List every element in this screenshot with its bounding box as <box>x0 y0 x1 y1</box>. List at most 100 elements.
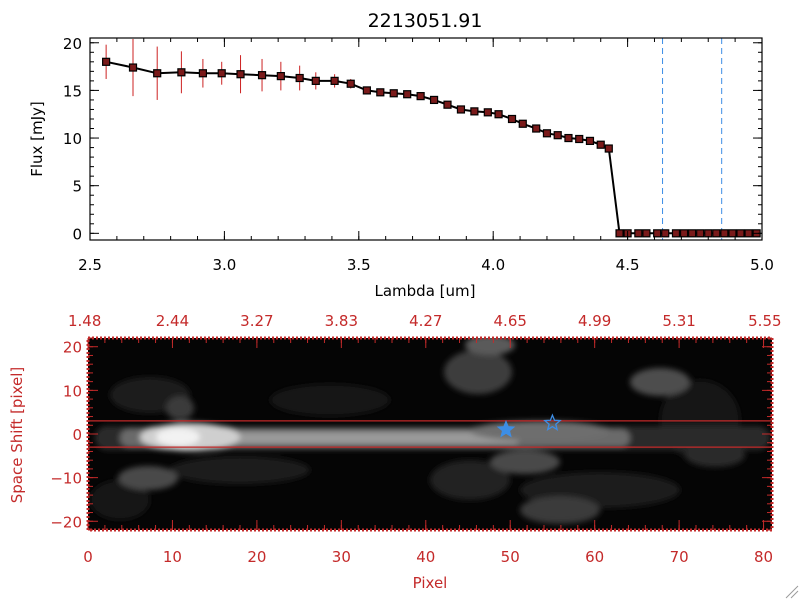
data-point <box>443 100 452 109</box>
data-point <box>518 119 527 128</box>
data-point <box>276 72 285 81</box>
star-icon-outline <box>543 413 562 432</box>
y-tick-label: 20 <box>63 35 82 53</box>
spectrum-image: 0 10 20 30 40 50 60 70 80 1.48 2.44 3.27 3.83 4.27 4.… <box>8 312 782 592</box>
data-point <box>604 144 613 153</box>
pixel-tick-label: 60 <box>585 548 604 566</box>
shift-tick-label: −10 <box>50 470 82 488</box>
x-tick-label: 4.5 <box>616 256 640 274</box>
x-tick-label: 5.0 <box>750 256 774 274</box>
y-tick-label: 10 <box>63 130 82 148</box>
data-point <box>128 63 138 72</box>
data-point <box>596 140 605 149</box>
data-point <box>470 107 479 116</box>
data-point <box>416 92 425 101</box>
pixel-tick-label: 20 <box>247 548 266 566</box>
pixel-tick-label: 50 <box>501 548 520 566</box>
wavelength-tick-label: 3.83 <box>325 312 358 330</box>
data-point <box>688 229 697 238</box>
data-point <box>575 134 584 144</box>
pixel-axis-label: Pixel <box>413 574 448 592</box>
data-point <box>507 114 517 124</box>
data-point <box>712 229 721 238</box>
data-point <box>564 133 573 143</box>
series-line <box>105 60 757 235</box>
data-point <box>330 76 339 85</box>
data-point <box>362 86 371 95</box>
data-point <box>102 57 111 66</box>
star-icon-filled <box>496 419 516 438</box>
y-tick-label: 0 <box>72 225 82 243</box>
chart-title: 2213051.91 <box>368 10 483 32</box>
data-points <box>102 57 761 238</box>
data-point <box>704 229 713 238</box>
pixel-tick-label: 10 <box>163 548 182 566</box>
x-tick-label: 4.0 <box>481 256 505 274</box>
pixel-tick-label: 80 <box>754 548 773 566</box>
data-point <box>236 70 245 79</box>
data-point <box>661 229 670 238</box>
wavelength-top-axis-ticks: 1.48 2.44 3.27 3.83 4.27 4.65 4.99 5.31 5.55 <box>68 312 782 348</box>
x-tick-label: 3.5 <box>347 256 371 274</box>
space-shift-axis-ticks: −20 −10 0 10 20 <box>50 337 772 531</box>
pixel-tick-label: 0 <box>83 548 93 566</box>
image-background <box>88 338 772 530</box>
data-point <box>389 89 398 98</box>
data-point <box>403 90 412 99</box>
data-point <box>728 229 737 238</box>
y-axis-ticks: 0 5 10 15 20 <box>63 35 762 243</box>
wavelength-tick-label: 3.27 <box>240 312 273 330</box>
pixel-tick-label: 40 <box>416 548 435 566</box>
shift-tick-label: −20 <box>50 513 82 531</box>
data-point <box>553 131 562 140</box>
shift-tick-label: 20 <box>63 339 82 357</box>
data-point <box>177 68 186 77</box>
y-axis-label: Flux [mJy] <box>28 101 46 177</box>
pixel-tick-label: 30 <box>332 548 351 566</box>
pixel-axis-ticks: 0 10 20 30 40 50 60 70 80 <box>83 520 773 566</box>
data-point <box>542 129 552 138</box>
data-point <box>634 229 643 238</box>
error-bars <box>105 38 758 236</box>
data-point <box>153 69 162 78</box>
data-point <box>653 229 662 238</box>
data-point <box>483 108 492 117</box>
y-tick-label: 15 <box>63 82 82 100</box>
x-tick-label: 3.0 <box>212 256 236 274</box>
x-tick-label: 2.5 <box>78 256 102 274</box>
plot-frame <box>89 37 763 241</box>
extraction-window-lines <box>88 420 772 448</box>
wavelength-tick-label: 5.55 <box>748 312 781 330</box>
axes-frame <box>89 37 763 241</box>
data-point <box>696 229 705 238</box>
data-point <box>585 136 595 146</box>
shift-tick-label: 0 <box>72 426 82 444</box>
x-axis-ticks: 2.5 3.0 3.5 4.0 4.5 5.0 <box>78 38 774 274</box>
spectrum-line <box>105 60 757 235</box>
wavelength-tick-label: 4.99 <box>578 312 611 330</box>
data-point <box>456 105 466 114</box>
star-markers <box>496 413 562 438</box>
vertical-reference-lines <box>662 38 723 240</box>
spectrum-chart: 2213051.91 2.5 3.0 3.5 4.0 4.5 5.0 0 5 10 15 20 L… <box>28 10 774 300</box>
data-point <box>615 229 624 238</box>
data-point <box>494 110 503 119</box>
data-point <box>744 229 753 238</box>
pixel-tick-label: 70 <box>670 548 689 566</box>
data-point <box>671 229 681 238</box>
data-point <box>736 229 745 238</box>
data-point <box>295 73 304 83</box>
data-point <box>376 88 385 97</box>
data-point <box>532 124 541 133</box>
data-point <box>311 76 320 85</box>
wavelength-tick-label: 5.31 <box>662 312 695 330</box>
shift-tick-label: 10 <box>63 382 82 400</box>
y-tick-label: 5 <box>72 178 82 196</box>
data-point <box>198 69 207 78</box>
wavelength-tick-label: 4.65 <box>494 312 527 330</box>
data-point <box>429 95 439 105</box>
data-point <box>346 79 355 88</box>
resize-grip-icon[interactable] <box>785 585 799 599</box>
data-point <box>257 71 267 80</box>
